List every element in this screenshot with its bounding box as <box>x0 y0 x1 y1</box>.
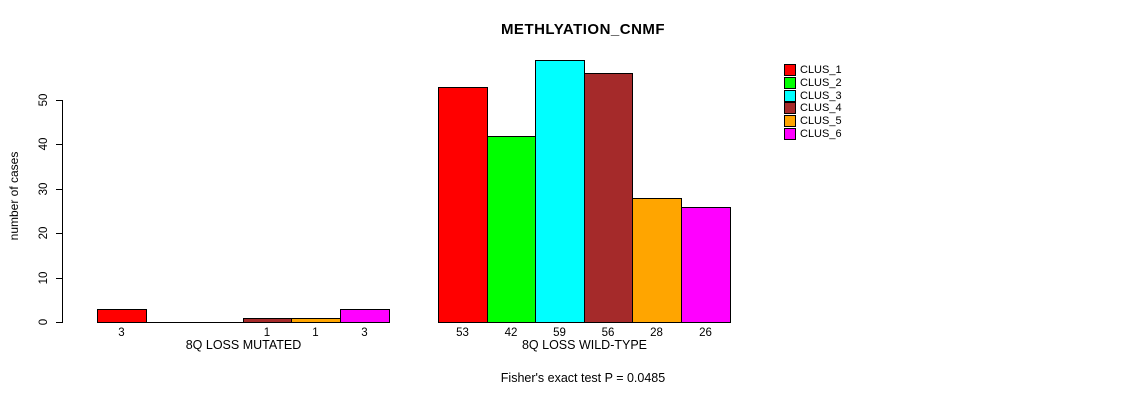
legend-item-clus_5: CLUS_5 <box>784 115 842 128</box>
bar-clus_2-wild-type <box>487 136 536 323</box>
y-tick-label: 0 <box>38 318 50 326</box>
y-tick-label: 20 <box>38 226 50 240</box>
legend: CLUS_1 CLUS_2 CLUS_3 CLUS_4 CLUS_5 CLUS_6 <box>784 64 842 140</box>
chart-title: METHLYATION_CNMF <box>500 21 666 38</box>
fisher-test-annotation: Fisher's exact test P = 0.0485 <box>500 371 666 385</box>
bar-value-label: 56 <box>601 327 615 339</box>
bar-clus_1-wild-type <box>438 87 488 323</box>
y-axis-line <box>62 100 63 323</box>
legend-item-clus_6: CLUS_6 <box>784 127 842 140</box>
y-tick-mark <box>56 322 62 323</box>
bar-value-label: 42 <box>504 327 518 339</box>
bar-clus_6-mutated <box>340 309 390 323</box>
bar-value-label: 26 <box>699 327 712 339</box>
legend-label: CLUS_5 <box>800 115 842 128</box>
legend-swatch-clus_4 <box>784 102 796 115</box>
y-tick-label: 50 <box>38 93 50 107</box>
y-tick-mark <box>56 233 62 234</box>
legend-label: CLUS_6 <box>800 127 842 140</box>
bar-clus_5-wild-type <box>632 198 682 323</box>
legend-swatch-clus_1 <box>784 64 796 77</box>
bar-clus_4-mutated <box>243 318 292 323</box>
bar-value-label: 3 <box>361 327 368 339</box>
legend-label: CLUS_2 <box>800 77 842 90</box>
y-tick-mark <box>56 278 62 279</box>
legend-item-clus_2: CLUS_2 <box>784 77 842 90</box>
y-tick-mark <box>56 144 62 145</box>
y-tick-mark <box>56 189 62 190</box>
bar-clus_4-wild-type <box>584 73 633 323</box>
legend-item-clus_1: CLUS_1 <box>784 64 842 77</box>
bar-clus_1-mutated <box>97 309 147 323</box>
bar-value-label: 59 <box>553 327 566 339</box>
y-tick-label: 30 <box>38 182 50 196</box>
legend-label: CLUS_3 <box>800 89 842 102</box>
legend-swatch-clus_2 <box>784 77 796 90</box>
y-axis-label: number of cases <box>7 151 21 241</box>
x-axis-group-label: 8Q LOSS WILD-TYPE <box>521 338 648 352</box>
bar-clus_3-wild-type <box>535 60 585 323</box>
bar-value-label: 3 <box>118 327 125 339</box>
legend-label: CLUS_1 <box>800 64 842 77</box>
x-axis-group-label: 8Q LOSS MUTATED <box>185 338 302 352</box>
bar-value-label: 28 <box>650 327 663 339</box>
legend-label: CLUS_4 <box>800 102 842 115</box>
legend-item-clus_3: CLUS_3 <box>784 89 842 102</box>
bar-value-label: 1 <box>263 327 271 339</box>
bar-value-label: 1 <box>312 327 319 339</box>
y-tick-mark <box>56 100 62 101</box>
bar-value-label: 53 <box>456 327 469 339</box>
y-tick-label: 40 <box>38 137 50 151</box>
legend-item-clus_4: CLUS_4 <box>784 102 842 115</box>
legend-swatch-clus_6 <box>784 127 796 140</box>
legend-swatch-clus_5 <box>784 115 796 128</box>
y-tick-label: 10 <box>38 271 50 285</box>
bar-clus_5-mutated <box>291 318 341 323</box>
bar-clus_6-wild-type <box>681 207 731 323</box>
legend-swatch-clus_3 <box>784 89 796 102</box>
